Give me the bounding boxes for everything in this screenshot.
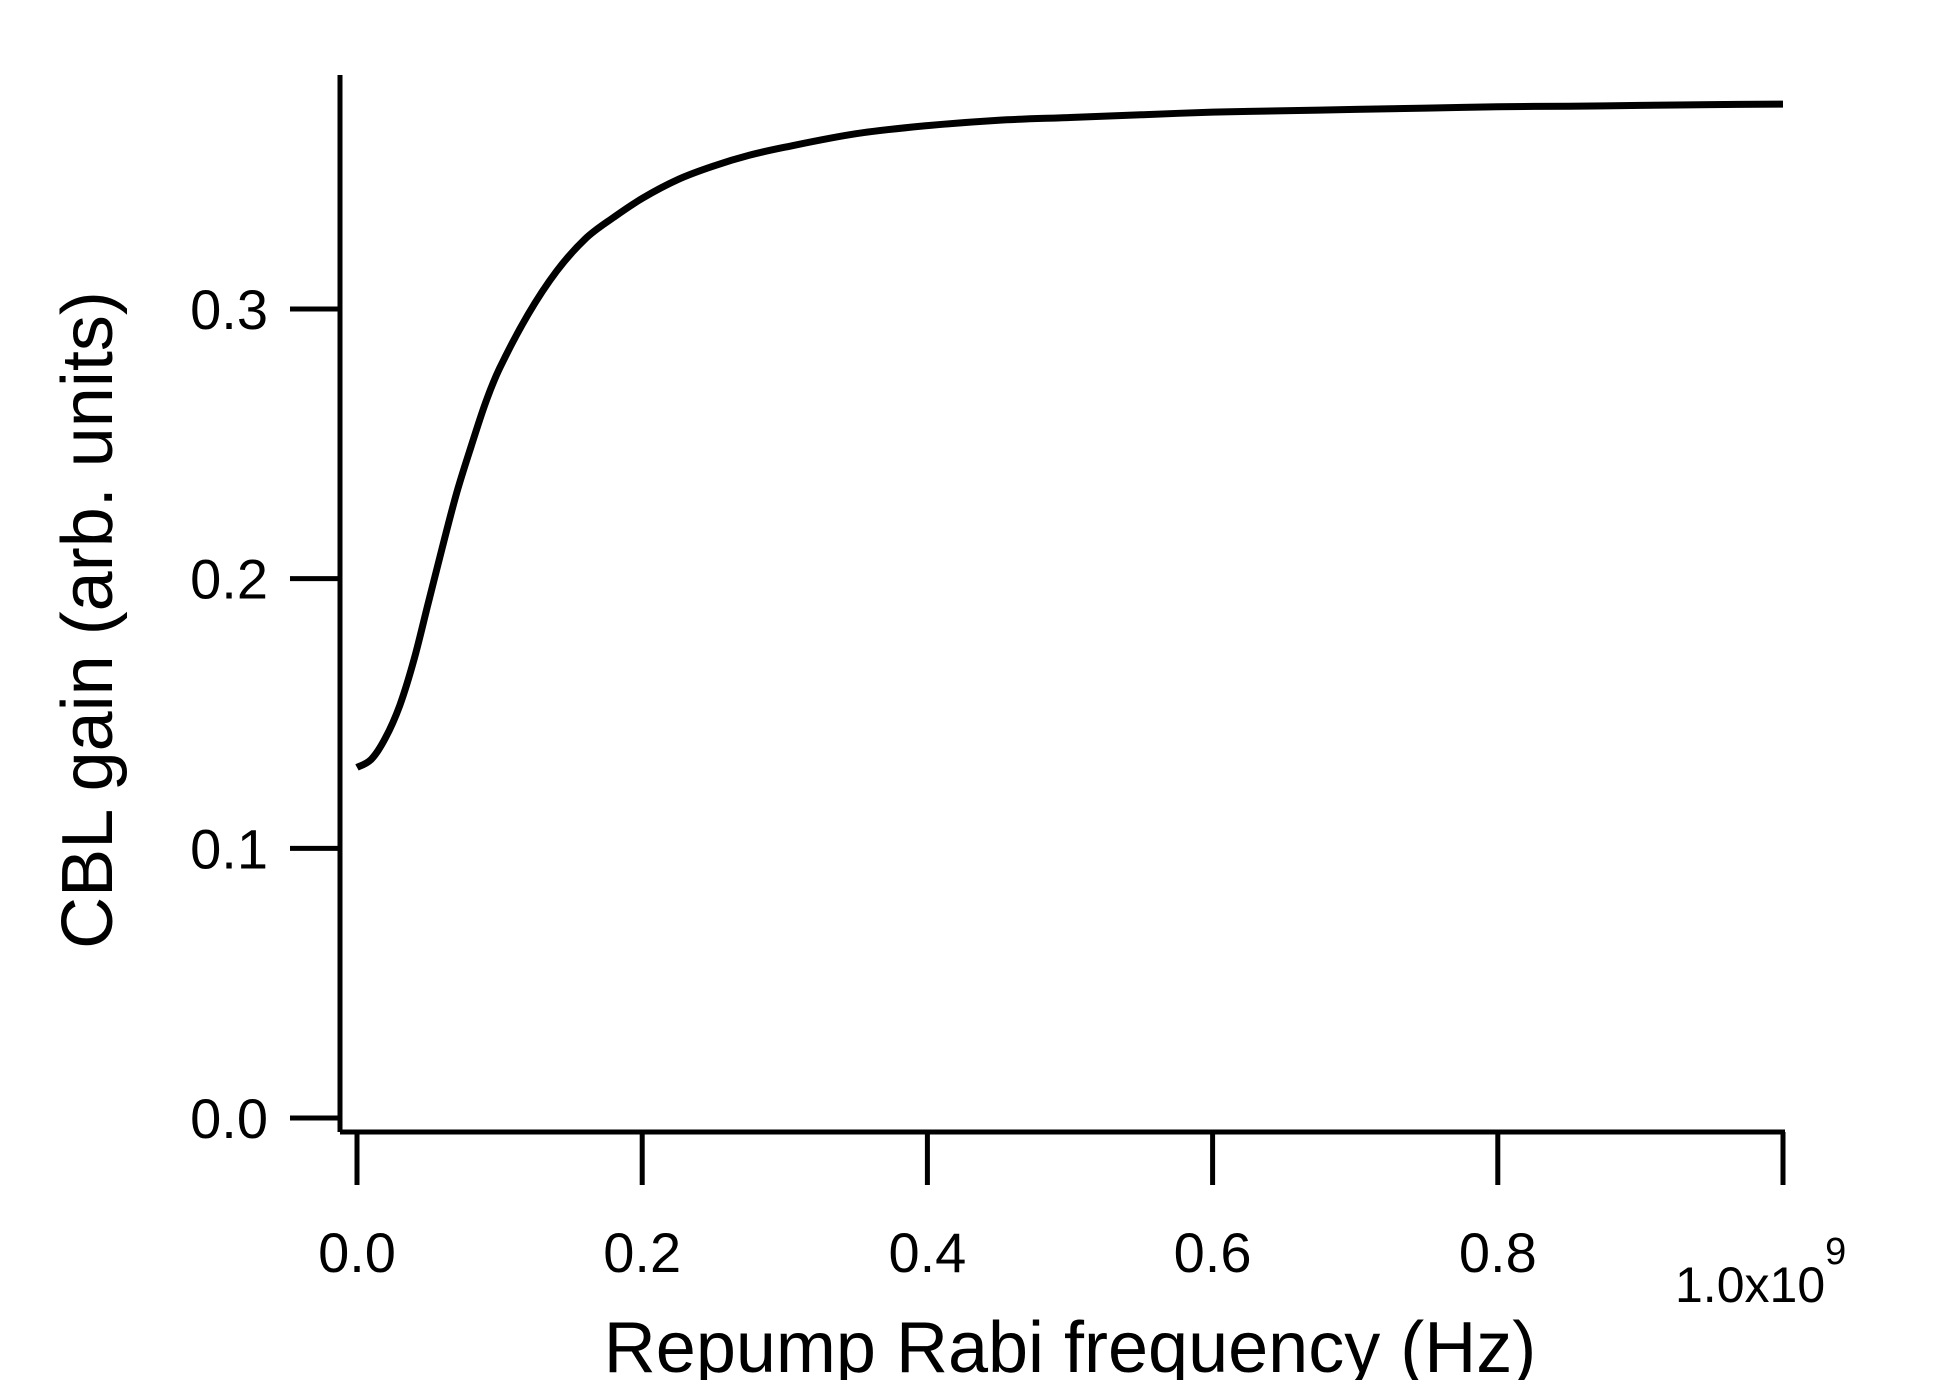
x-tick-label: 0.6 xyxy=(1174,1221,1252,1284)
x-tick-label: 0.0 xyxy=(318,1221,396,1284)
axes xyxy=(337,75,1785,1135)
x-tick-label: 0.8 xyxy=(1459,1221,1537,1284)
y-tick-label: 0.3 xyxy=(190,278,268,341)
y-axis-title: CBL gain (arb. units) xyxy=(48,291,128,949)
y-ticks: 0.0 0.1 0.2 0.3 xyxy=(190,278,340,1150)
x-ticks: 0.0 0.2 0.4 0.6 0.8 xyxy=(318,1132,1786,1284)
x-tick-label: 0.4 xyxy=(888,1221,966,1284)
series-layer xyxy=(355,100,1784,771)
x-tick-label: 0.2 xyxy=(603,1221,681,1284)
x-multiplier-exponent: 9 xyxy=(1825,1231,1846,1273)
y-tick-label: 0.1 xyxy=(190,817,268,880)
x-multiplier-label: 1.0x109 xyxy=(1675,1231,1846,1313)
series-line xyxy=(355,100,1784,771)
x-axis-title: Repump Rabi frequency (Hz) xyxy=(604,1308,1536,1380)
y-tick-label: 0.0 xyxy=(190,1087,268,1150)
x-multiplier-base: 1.0x10 xyxy=(1675,1257,1825,1313)
y-tick-label: 0.2 xyxy=(190,548,268,611)
